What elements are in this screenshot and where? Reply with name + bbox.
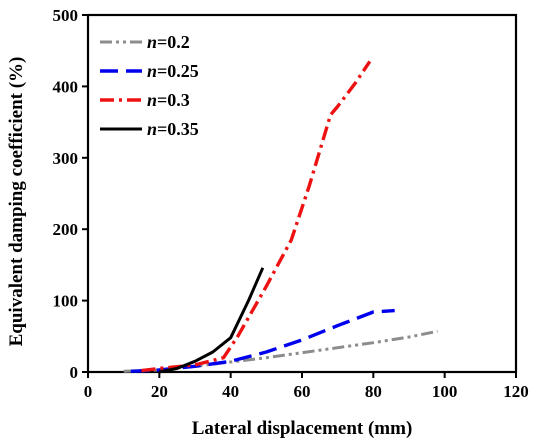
legend-variable: n bbox=[147, 61, 157, 81]
legend-label-1: n=0.2 bbox=[147, 32, 190, 52]
legend-variable: n bbox=[147, 90, 157, 110]
series-line-3 bbox=[141, 60, 372, 373]
y-tick-label: 400 bbox=[53, 77, 79, 96]
y-tick-label: 500 bbox=[53, 6, 79, 25]
series-line-4 bbox=[159, 267, 265, 374]
legend-value: =0.25 bbox=[157, 61, 199, 81]
x-tick-label: 0 bbox=[84, 382, 93, 401]
legend-variable: n bbox=[147, 119, 157, 139]
series bbox=[123, 60, 438, 374]
legend-variable: n bbox=[147, 32, 157, 52]
legend-label-2: n=0.25 bbox=[147, 61, 199, 81]
x-tick-label: 60 bbox=[294, 382, 311, 401]
y-tick-label: 0 bbox=[70, 363, 79, 382]
x-tick-label: 100 bbox=[432, 382, 458, 401]
x-tick-label: 20 bbox=[151, 382, 168, 401]
legend-value: =0.35 bbox=[157, 119, 199, 139]
series-line-1 bbox=[123, 329, 438, 373]
legend-label-3: n=0.3 bbox=[147, 90, 190, 110]
series-line-2 bbox=[130, 308, 395, 373]
y-tick-label: 100 bbox=[53, 292, 79, 311]
y-tick-label: 300 bbox=[53, 149, 79, 168]
legend: n=0.2n=0.25n=0.3n=0.35 bbox=[100, 32, 199, 139]
legend-value: =0.2 bbox=[157, 32, 190, 52]
x-axis-title: Lateral displacement (mm) bbox=[192, 418, 413, 439]
legend-value: =0.3 bbox=[157, 90, 190, 110]
x-tick-label: 80 bbox=[365, 382, 382, 401]
y-axis-title: Equivalent damping coefficient (%) bbox=[6, 57, 27, 347]
y-tick-label: 200 bbox=[53, 220, 79, 239]
x-tick-label: 40 bbox=[222, 382, 239, 401]
x-tick-label: 120 bbox=[503, 382, 529, 401]
legend-label-4: n=0.35 bbox=[147, 119, 199, 139]
ticks: 0 20 40 60 80 100 120 0 100 200 300 400 500 bbox=[53, 6, 529, 401]
